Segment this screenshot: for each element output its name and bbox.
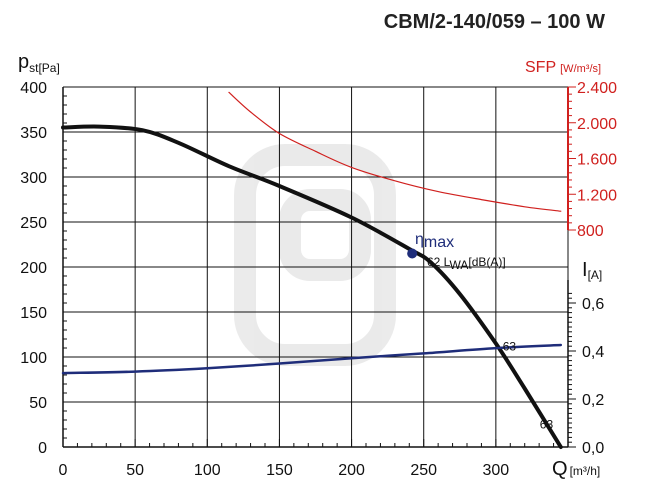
left-axis-title: pst[Pa]	[18, 51, 60, 75]
sfp-tick-label-1: 1.200	[577, 187, 617, 204]
watermark-logo	[234, 144, 396, 366]
left-tick-label-7: 350	[20, 125, 47, 142]
left-tick-label-4: 200	[20, 260, 47, 277]
left-tick-label-1: 50	[29, 395, 47, 412]
bottom-tick-label-0: 0	[59, 462, 68, 479]
series-group	[61, 91, 563, 449]
left-axis-ticks: 0 50 100 150 200 250 300 350 400	[20, 80, 71, 457]
left-tick-label-2: 100	[20, 350, 47, 367]
pressure-curve	[61, 124, 563, 449]
current-axis-title: I[A]	[582, 259, 602, 282]
annotations: ηmax 62 LWA[dB(A)] 63 63	[407, 231, 553, 432]
bottom-axis-title: Q [m³/h]	[552, 458, 600, 480]
sfp-tick-label-0: 800	[577, 223, 604, 240]
current-tick-label-1: 0,2	[582, 392, 604, 409]
bottom-tick-label-3: 150	[266, 462, 293, 479]
grid	[63, 86, 569, 447]
lwa-label: 62 LWA[dB(A)]	[427, 255, 506, 272]
sfp-tick-label-4: 2.400	[577, 80, 617, 97]
sound-label-63-lower: 63	[540, 418, 554, 432]
eta-max-label: ηmax	[415, 231, 454, 251]
sfp-curve	[228, 91, 562, 212]
left-tick-label-8: 400	[20, 80, 47, 97]
bottom-tick-label-4: 200	[338, 462, 365, 479]
current-tick-label-2: 0,4	[582, 344, 604, 361]
bottom-tick-label-6: 300	[483, 462, 510, 479]
current-curve	[61, 343, 563, 375]
sfp-tick-label-2: 1.600	[577, 152, 617, 169]
eta-max-point	[407, 248, 418, 259]
current-tick-label-3: 0,6	[582, 296, 604, 313]
left-tick-label-3: 150	[20, 305, 47, 322]
sfp-tick-label-3: 2.000	[577, 116, 617, 133]
bottom-tick-label-5: 250	[410, 462, 437, 479]
sound-label-63-upper: 63	[503, 340, 517, 354]
left-tick-label-6: 300	[20, 170, 47, 187]
bottom-tick-label-2: 100	[194, 462, 221, 479]
bottom-tick-label-1: 50	[126, 462, 144, 479]
left-tick-label-5: 250	[20, 215, 47, 232]
current-tick-label-0: 0,0	[582, 440, 604, 457]
chart-title: CBM/2-140/059 – 100 W	[384, 11, 605, 33]
sfp-axis-ticks: 800 1.200 1.600 2.000 2.400	[568, 80, 617, 240]
bottom-axis-ticks: 0 50 100 150 200 250 300	[59, 439, 555, 479]
sfp-axis-title: SFP [W/m³/s]	[525, 59, 601, 76]
current-axis-ticks: 0,0 0,2 0,4 0,6	[568, 292, 604, 457]
left-tick-label-0: 0	[38, 440, 47, 457]
